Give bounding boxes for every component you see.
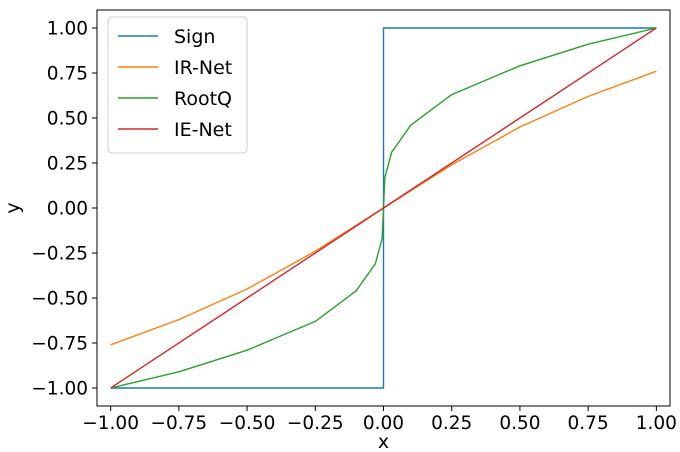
y-tick-label: −0.50 (31, 289, 88, 310)
x-tick-label: −0.25 (287, 413, 344, 434)
legend-label-ir-net: IR-Net (174, 57, 232, 79)
x-axis-label: x (378, 431, 389, 452)
y-tick-label: −0.25 (31, 244, 88, 265)
y-tick-label: 0.00 (47, 199, 88, 220)
legend-box (107, 16, 248, 154)
x-tick-label: −0.50 (219, 413, 276, 434)
x-tick-label: 0.25 (431, 413, 472, 434)
x-tick-label: 0.50 (499, 413, 540, 434)
y-tick-label: −1.00 (31, 379, 88, 400)
y-tick-label: 1.00 (47, 19, 88, 40)
legend: Sign IR-Net RootQ IE-Net (107, 16, 248, 154)
y-tick-label: −0.75 (31, 334, 88, 355)
x-tick-label: 1.00 (636, 413, 677, 434)
legend-label-sign: Sign (174, 26, 215, 48)
y-axis-label: y (2, 202, 24, 213)
series-layer (110, 27, 657, 389)
x-tick-label: 0.75 (568, 413, 609, 434)
y-tick-label: 0.25 (47, 154, 88, 175)
y-axis: 1.00 0.75 0.50 0.25 0.00 −0.25 −0.50 −0.75 −1.00 (31, 19, 97, 400)
x-tick-label: −1.00 (82, 413, 139, 434)
legend-label-rootq: RootQ (174, 88, 232, 110)
x-tick-label: 0.00 (363, 413, 404, 434)
series-line-ie-net (110, 27, 657, 389)
legend-label-ie-net: IE-Net (174, 119, 232, 141)
y-tick-label: 0.75 (47, 64, 88, 85)
y-tick-label: 0.50 (47, 109, 88, 130)
x-axis: −1.00 −0.75 −0.50 −0.25 0.00 0.25 0.50 0.75 1.00 (82, 406, 677, 434)
x-tick-label: −0.75 (151, 413, 208, 434)
